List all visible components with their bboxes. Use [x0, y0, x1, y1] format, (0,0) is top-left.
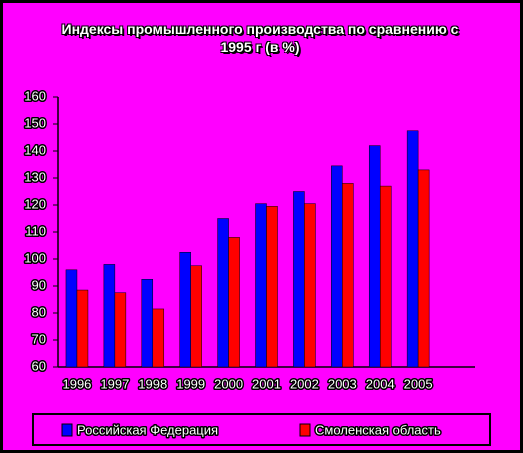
x-tick-label: 2002 — [290, 376, 319, 391]
y-tick-label: 160 — [24, 88, 46, 103]
x-tick-label: 2004 — [366, 376, 395, 391]
y-tick-label: 70 — [32, 331, 46, 346]
x-tick-label: 1998 — [138, 376, 167, 391]
bar — [368, 145, 381, 368]
bar — [255, 203, 267, 368]
x-tick-label: 2001 — [252, 376, 281, 391]
bar — [103, 264, 116, 368]
bar — [152, 308, 165, 368]
bar — [331, 165, 343, 368]
bar — [141, 279, 154, 368]
y-tick-label: 90 — [32, 277, 46, 292]
y-tick-label: 100 — [24, 250, 46, 265]
y-tick-label: 120 — [24, 196, 46, 211]
bar — [379, 185, 392, 368]
x-tick-label: 2003 — [328, 376, 357, 391]
bar — [293, 191, 305, 368]
x-tick-label: 1996 — [62, 376, 91, 391]
bar — [228, 237, 240, 368]
y-tick-label: 130 — [24, 169, 46, 184]
chart-title: Индексы промышленного производства по ср… — [61, 21, 459, 55]
legend-box — [32, 413, 491, 446]
x-tick-label: 2005 — [404, 376, 433, 391]
x-tick-label: 2000 — [214, 376, 243, 391]
bar — [217, 218, 229, 368]
y-tick-label: 140 — [24, 142, 46, 157]
bar — [304, 203, 316, 368]
x-tick-label: 1999 — [176, 376, 205, 391]
y-tick-label: 80 — [32, 304, 46, 319]
bar — [65, 269, 78, 368]
bar — [76, 289, 89, 368]
bar — [179, 252, 191, 368]
legend-swatch — [299, 423, 311, 437]
bar — [342, 183, 354, 368]
bar — [114, 292, 127, 368]
legend-label: Российская Федерация — [77, 422, 218, 437]
legend-swatch — [61, 423, 73, 437]
bar — [406, 130, 419, 368]
bar — [266, 206, 278, 368]
y-tick-label: 60 — [32, 358, 46, 373]
bar — [417, 169, 430, 368]
y-tick-label: 150 — [24, 115, 46, 130]
x-tick-label: 1997 — [100, 376, 129, 391]
legend-label: Смоленская область — [315, 422, 441, 437]
bar — [190, 265, 202, 368]
y-tick-label: 110 — [25, 223, 46, 238]
